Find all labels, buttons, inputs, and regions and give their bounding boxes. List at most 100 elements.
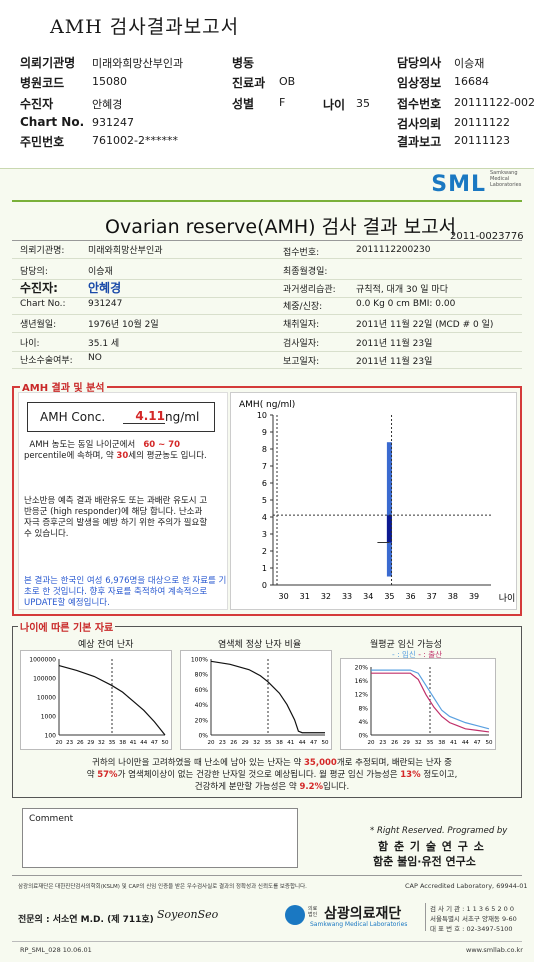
amh-x-tick-label: 35 [384,592,394,601]
mini-y-tick-label: 1000000 [29,657,56,664]
mini-x-tick-label: 26 [230,740,237,746]
header-value: 20111122-00230 [454,96,534,109]
info-row-divider [12,297,522,298]
mini-x-tick-label: 20 [56,740,63,746]
mini-x-tick-label: 47 [151,740,158,746]
amh-x-tick-label: 33 [342,592,352,601]
info-value: 0.0 Kg 0 cm BMI: 0.00 [356,299,456,309]
age-summary-text: 귀하의 나이만을 고려하였을 때 난소에 남아 있는 난자는 약 35,000개… [86,758,458,792]
bottom-divider [12,941,522,942]
header-label: 임상정보 [397,76,442,90]
mini-x-tick-label: 23 [219,740,226,746]
doctor-name: 전문의 : 서소연 M.D. (제 711호) [18,915,154,925]
age-section-title: 나이에 따른 기본 자료 [18,619,116,634]
legend-pregnancy: - : 임신 [392,650,416,659]
info-label: 난소수술여부: [20,356,73,366]
cap-accreditation: CAP Accredited Laboratory, 69944-01 [405,882,528,890]
amh-chart-frame: AMH( ng/ml) 0 1 2 3 4 5 6 7 8 9 10 30 31 32 33 34 35 36 37 3… [230,392,517,610]
org-name-2: 함춘 불임·유전 연구소 [373,855,476,868]
header-value: 미래와희망산부인과 [92,57,184,70]
mini-x-tick-label: 50 [486,740,493,746]
amh-section-title: AMH 결과 및 분석 [20,379,107,394]
mini-x-tick-label: 35 [427,740,434,746]
mini-x-tick-label: 29 [87,740,94,746]
amh-y-tick-label: 6 [262,479,267,488]
mini-x-tick-label: 20 [208,740,215,746]
header-label: 결과보고 [397,135,442,149]
mini-y-tick-label: 100000 [33,676,56,683]
mini-x-tick-label: 41 [450,740,457,746]
amh-conc-label: AMH Conc. [40,410,106,424]
info-value: NO [88,353,102,363]
mini-y-tick-label: 100% [191,657,208,664]
company-type: 의료법인 [308,906,318,918]
report-number: 2011-0023776 [450,231,524,242]
info-row-divider [12,332,522,333]
header-label: 진료과 [232,76,266,90]
amh-chart-title: AMH( ng/ml) [239,400,295,410]
amh-x-tick-label: 34 [363,592,373,601]
mini-y-tick-label: 20% [355,665,369,672]
mini-x-tick-label: 44 [140,740,147,746]
info-value: 미래와희망산부인과 [88,246,163,256]
info-value: 안혜경 [88,281,122,295]
contact-lab-number: 검 사 기 관 : 1 1 3 6 5 2 0 0 [430,905,514,913]
normal-chart-frame: 100% 80% 60% 40% 20% 0% 20 23 26 29 32 35 38 41 44 47 50 [180,650,332,750]
info-divider [12,240,522,241]
mini-chart-title-eggs: 예상 잔여 난자 [78,640,134,650]
info-label: 최종월경일: [283,267,328,277]
amh-x-tick-label: 39 [469,592,479,601]
mini-x-tick-label: 26 [77,740,84,746]
header-label: 의뢰기관명 [20,56,76,70]
info-value: 2011년 11월 23일 [356,357,433,367]
info-value: 931247 [88,299,123,309]
mini-x-tick-label: 35 [265,740,272,746]
mini-series-line [210,660,325,734]
age-value: 35 [356,97,370,110]
mini-y-tick-label: 12% [355,692,369,699]
pregnancy-chance-chart: 20% 16% 12% 8% 4% 0%20 23 26 29 32 35 38 41 44 47 50 [355,665,493,747]
mini-y-tick-label: 4% [358,719,368,726]
pregnancy-chart-frame: 20% 16% 12% 8% 4% 0% 20 23 26 29 32 35 38 41 44 47 50 [340,658,496,750]
header-label: 수진자 [20,97,54,111]
accreditation-notice: 삼광의료재단은 대한진단검사의학회(KSLM) 및 CAP의 신임 인증을 받은… [18,884,307,890]
amh-y-tick-label: 1 [262,564,267,573]
mini-x-tick-label: 29 [403,740,410,746]
comment-label: Comment [29,814,74,824]
mini-series-line [371,672,490,733]
info-value: 35.1 세 [88,339,120,349]
amh-y-tick-label: 5 [262,496,267,505]
info-label: 나이: [20,339,40,349]
info-label: 접수번호: [283,248,320,258]
header-value: 이승재 [454,57,485,70]
mini-x-tick-label: 38 [438,740,445,746]
company-name-en: Samkwang Medical Laboratories [310,921,408,928]
info-value: 2011년 11월 22일 (MCD # 0 일) [356,320,494,330]
comment-box[interactable]: Comment [22,808,298,868]
amh-y-tick-label: 7 [262,462,267,471]
amh-range-bar [386,442,392,577]
header-value: 안혜경 [92,98,123,111]
legend-birth: - : 출산 [418,650,443,659]
amh-x-tick-label: 31 [300,592,310,601]
mini-x-tick-label: 35 [109,740,116,746]
mini-y-tick-label: 20% [195,717,209,724]
amh-x-axis-label: 나이 [499,593,516,604]
info-value: 1976년 10월 2일 [88,320,159,330]
amh-y-tick-label: 8 [262,445,267,454]
info-value: 이승재 [88,267,113,277]
header-label: 검사의뢰 [397,117,442,131]
title-divider [12,200,522,202]
info-row-divider [12,351,522,352]
header-value: 761002-2****** [92,134,178,147]
footer-divider [12,875,522,876]
mini-y-tick-label: 1000 [41,714,56,721]
amh-y-tick-label: 4 [262,513,267,522]
info-label: Chart No.: [20,299,66,309]
header-label: Chart No. [20,115,85,129]
contact-address: 서울특별시 서초구 양재동 9-60 [430,915,517,923]
mini-x-tick-label: 20 [368,740,375,746]
org-name-1: 함 춘 기 술 연 구 소 [378,840,485,853]
info-label: 의뢰기관명: [20,246,65,256]
